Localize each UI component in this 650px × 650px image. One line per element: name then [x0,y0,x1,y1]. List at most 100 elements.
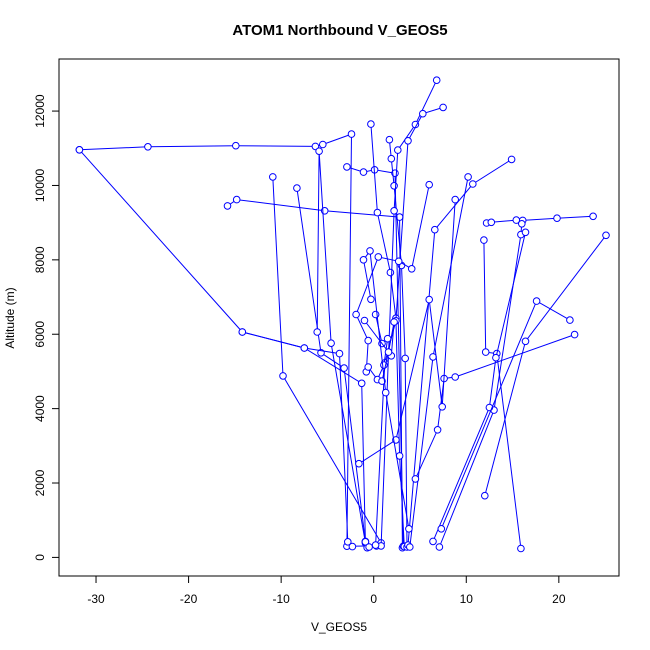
x-tick-label: -30 [87,592,105,606]
y-tick-label: 10000 [33,168,47,202]
series-line [483,240,522,549]
y-axis-label: Altitude (m) [3,287,17,348]
data-point [481,491,489,500]
series-20 [437,297,574,533]
data-point [425,180,434,189]
data-point [390,207,398,215]
series-line [486,215,594,224]
data-point [381,388,390,397]
data-point [319,140,327,149]
data-point [75,146,84,154]
x-tick-label: -10 [272,592,290,606]
series-19 [481,231,610,500]
data-point [404,137,412,145]
data-point [359,256,368,264]
data-point [451,373,460,381]
series-22 [355,195,460,468]
x-tick-label: -20 [180,592,198,606]
data-point [602,231,610,240]
data-point [315,147,323,155]
series-15 [482,212,597,227]
data-point [432,76,441,84]
data-point [144,143,152,151]
data-point [367,295,375,304]
data-point [238,328,247,336]
data-point [553,214,561,222]
series-13 [404,155,516,549]
data-point [223,202,232,210]
series-4 [293,184,372,552]
data-point [367,120,375,128]
plot-frame [58,58,620,577]
data-point [390,182,398,190]
data-point [344,538,352,546]
data-point [335,349,344,358]
y-tick-label: 4000 [33,395,47,422]
data-point [433,426,442,434]
data-point [374,253,383,261]
data-point [269,173,277,181]
data-point [394,146,402,154]
series-line [409,176,469,548]
x-axis: -30 -20 -10 0 10 20 [87,575,566,606]
data-point [401,354,410,363]
series-line [79,133,377,547]
y-tick-label: 8000 [33,246,47,273]
data-point [232,195,241,204]
data-point [589,212,597,221]
series-layer [75,76,610,553]
data-point [425,295,434,304]
data-point [429,353,437,361]
series-17 [435,220,526,551]
data-point [517,544,525,553]
series-7 [75,146,373,551]
y-tick-label: 0 [33,554,47,561]
data-point [348,542,357,551]
data-point [390,318,398,326]
series-23 [352,180,434,376]
data-point [570,330,579,339]
data-point [360,316,369,325]
data-point [373,208,382,217]
data-point [431,225,439,234]
data-point [352,310,360,319]
data-point [480,236,488,244]
x-tick-label: 0 [370,592,377,606]
series-line [242,331,353,547]
series-line [432,232,526,542]
y-tick-label: 12000 [33,94,47,128]
series-line [272,176,382,544]
data-point [518,220,526,228]
x-tick-label: 20 [552,592,566,606]
x-tick-label: 10 [460,592,474,606]
data-point [232,141,240,150]
data-point [359,168,368,176]
series-line [227,199,403,548]
data-point [371,310,380,319]
series-line [438,223,523,548]
data-point [507,155,516,164]
series-11 [377,76,441,550]
data-point [347,130,356,138]
data-point [366,247,374,255]
data-point [438,403,447,411]
data-point [387,154,396,163]
data-point [313,328,322,336]
data-point [383,334,392,343]
data-point [385,135,394,144]
series-14 [406,173,472,551]
data-point [435,543,444,551]
y-tick-label: 6000 [33,321,47,348]
series-2 [223,195,407,552]
data-point [437,525,446,533]
data-point [364,336,373,345]
data-point [487,218,496,227]
data-point [469,180,477,188]
data-point [357,379,366,388]
chart-title: ATOM1 Northbound V_GEOS5 [232,22,447,39]
x-axis-label: V_GEOS5 [311,620,367,634]
data-point [293,184,301,192]
data-point [361,538,370,546]
data-point [481,348,490,356]
